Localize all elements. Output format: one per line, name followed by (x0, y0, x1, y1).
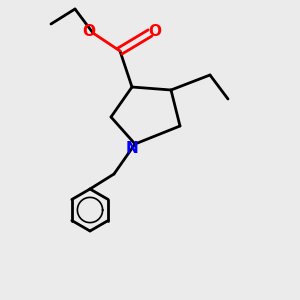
Text: O: O (148, 24, 161, 39)
Text: O: O (82, 24, 95, 39)
Text: N: N (126, 141, 138, 156)
